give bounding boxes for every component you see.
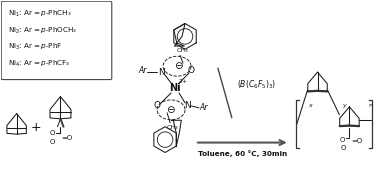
Text: Ni$_{4}$: Ar$=p$-PhCF₃: Ni$_{4}$: Ar$=p$-PhCF₃	[8, 59, 70, 69]
Text: N: N	[158, 68, 164, 77]
Text: O: O	[340, 137, 345, 143]
Text: y: y	[342, 103, 346, 108]
Text: x: x	[308, 103, 311, 108]
Text: =O: =O	[352, 138, 363, 145]
Text: CH₃: CH₃	[167, 125, 179, 130]
Text: Ar: Ar	[199, 103, 208, 112]
FancyBboxPatch shape	[1, 1, 112, 80]
Text: Ni$_{3}$: Ar$=p$-PhF: Ni$_{3}$: Ar$=p$-PhF	[8, 42, 62, 53]
Text: Ar: Ar	[139, 66, 147, 75]
Text: CH₃: CH₃	[177, 48, 189, 53]
Text: Ni: Ni	[169, 83, 181, 93]
Text: Ni$_{1}$: Ar$=p$-PhCH₃: Ni$_{1}$: Ar$=p$-PhCH₃	[8, 9, 71, 19]
Text: O: O	[341, 145, 346, 151]
Text: =O: =O	[62, 135, 73, 141]
Text: $(B(C_6F_5)_3)$: $(B(C_6F_5)_3)$	[237, 79, 276, 91]
Text: ⊖: ⊖	[174, 61, 183, 71]
Text: Toluene, 60 °C, 30min: Toluene, 60 °C, 30min	[198, 151, 287, 158]
Text: ⊖: ⊖	[166, 105, 174, 115]
Text: Ni$_{2}$: Ar$=p$-PhOCH₃: Ni$_{2}$: Ar$=p$-PhOCH₃	[8, 25, 77, 36]
Text: 2+: 2+	[178, 78, 187, 83]
Text: O: O	[50, 139, 55, 145]
Text: +: +	[30, 121, 41, 134]
Text: O: O	[50, 130, 56, 136]
Text: O: O	[187, 66, 195, 75]
Text: n: n	[368, 103, 372, 108]
Text: O: O	[153, 101, 161, 110]
Text: N: N	[184, 101, 191, 110]
